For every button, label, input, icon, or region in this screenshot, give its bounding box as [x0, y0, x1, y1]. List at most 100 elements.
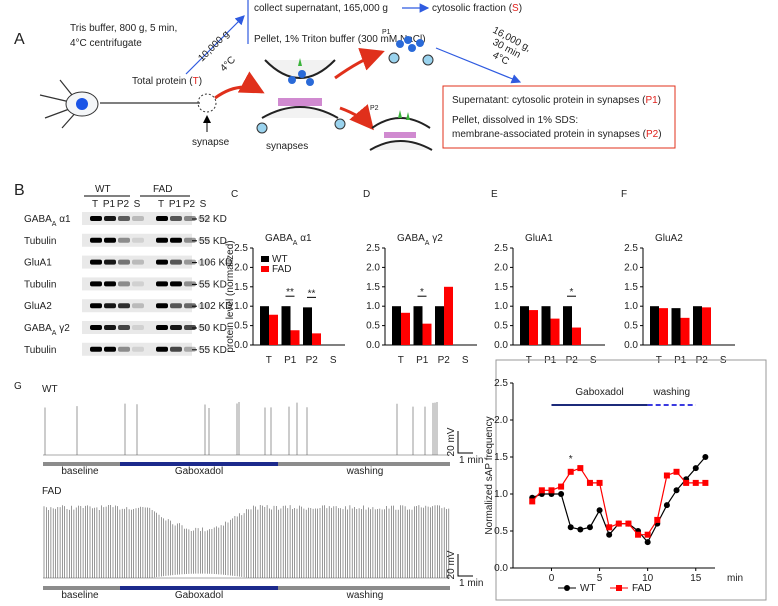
blot-band	[198, 281, 210, 287]
point	[606, 531, 613, 538]
label-part: Tubulin	[24, 345, 56, 356]
point	[596, 479, 603, 486]
point	[654, 516, 661, 523]
blot-band	[156, 237, 168, 243]
bar	[290, 330, 300, 345]
arrow	[435, 47, 522, 84]
legend-marker	[616, 585, 622, 591]
step-text: collect supernatant, 165,000 g	[254, 3, 388, 14]
label-part: α1	[56, 214, 71, 225]
size-label: 55 KD	[199, 279, 227, 290]
y-tick-label: 0.5	[366, 321, 380, 332]
condition-bar	[278, 462, 450, 466]
y-tick-label: 2.5	[366, 243, 380, 254]
label-part: A	[52, 330, 57, 337]
lane-label: P1	[103, 199, 116, 210]
y-tick-label: 1.0	[234, 301, 248, 312]
bar	[435, 306, 444, 345]
neuron	[39, 79, 217, 132]
x-tick-label: S	[330, 355, 337, 366]
point	[673, 468, 680, 475]
protein-label: GluA1	[24, 258, 52, 269]
y-tick-label: 1.5	[234, 282, 248, 293]
blot-band	[118, 325, 130, 330]
blot-band	[104, 259, 116, 265]
blot-band	[156, 216, 168, 221]
label-part: GluA2	[655, 233, 683, 244]
synapses-label: synapses	[266, 141, 308, 152]
bar	[702, 307, 711, 345]
y-tick-label: 0.5	[624, 321, 638, 332]
point	[558, 483, 565, 490]
y-axis-label: Normalized sAP frequency	[484, 416, 495, 534]
y-tick-label: 1.0	[494, 301, 508, 312]
protein-label: GABAA α1	[24, 214, 71, 228]
blot-band	[156, 346, 168, 352]
point	[567, 524, 574, 531]
panel-label: A	[14, 31, 25, 48]
legend-swatch	[261, 266, 269, 272]
synapse-label: synapse	[192, 137, 230, 148]
condition-label: Gaboxadol	[175, 590, 223, 601]
x-tick-label: P1	[416, 355, 429, 366]
blot-band	[118, 281, 130, 287]
p1-cartoon	[388, 36, 434, 66]
blot-band	[90, 237, 102, 243]
protein-label: Tubulin	[24, 279, 56, 290]
blot-band	[170, 259, 182, 265]
label-part: Tubulin	[24, 279, 56, 290]
blot-band	[170, 281, 182, 287]
blot-band	[118, 346, 130, 352]
blot-band	[132, 303, 144, 309]
blot-band	[118, 259, 130, 265]
point	[577, 526, 584, 533]
blot-band	[198, 346, 210, 352]
label-part: Tubulin	[24, 236, 56, 247]
blot-band	[170, 237, 182, 243]
synapse-cartoon	[256, 58, 346, 134]
blot-band	[132, 216, 144, 221]
legend-swatch	[261, 256, 269, 262]
point	[702, 479, 709, 486]
label-part: GABA	[397, 233, 425, 244]
period-label: Gaboxadol	[575, 387, 623, 398]
label-part: GABA	[265, 233, 293, 244]
period-label: washing	[652, 387, 690, 398]
size-label: 106 KD	[199, 258, 232, 269]
blot-band	[184, 303, 196, 309]
p2-cartoon	[369, 110, 433, 151]
label-part: A	[52, 221, 57, 228]
blot-band	[184, 216, 196, 221]
blot-strip	[82, 233, 192, 247]
blot-band	[90, 325, 102, 330]
blot-band	[156, 259, 168, 265]
lane-label: T	[92, 199, 98, 210]
bar	[680, 317, 690, 345]
blot-band	[104, 216, 116, 221]
blot-band	[156, 325, 168, 330]
label-part: GluA1	[525, 233, 553, 244]
point	[558, 491, 565, 497]
point	[529, 498, 536, 505]
sig-label: **	[286, 287, 294, 298]
y-tick-label: 2.5	[494, 243, 508, 254]
voltage-trace	[43, 505, 450, 579]
panel-label: B	[14, 182, 25, 199]
y-tick-label: 0.0	[624, 340, 638, 351]
result-box	[442, 85, 676, 149]
bar	[529, 310, 538, 345]
protocol-text: 4°C centrifugate	[70, 38, 142, 49]
point	[644, 539, 651, 546]
y-tick-label: 2.5	[624, 243, 638, 254]
bar	[401, 312, 410, 345]
blot-strip	[82, 212, 192, 225]
x-axis-label: min	[727, 573, 743, 584]
y-tick-label: 1.5	[624, 282, 638, 293]
blot-band	[170, 303, 182, 309]
legend-label: FAD	[272, 264, 291, 275]
y-tick-label: 2.0	[494, 415, 508, 426]
point	[586, 479, 593, 486]
voltage-trace	[43, 402, 450, 456]
blot-band	[184, 259, 196, 265]
